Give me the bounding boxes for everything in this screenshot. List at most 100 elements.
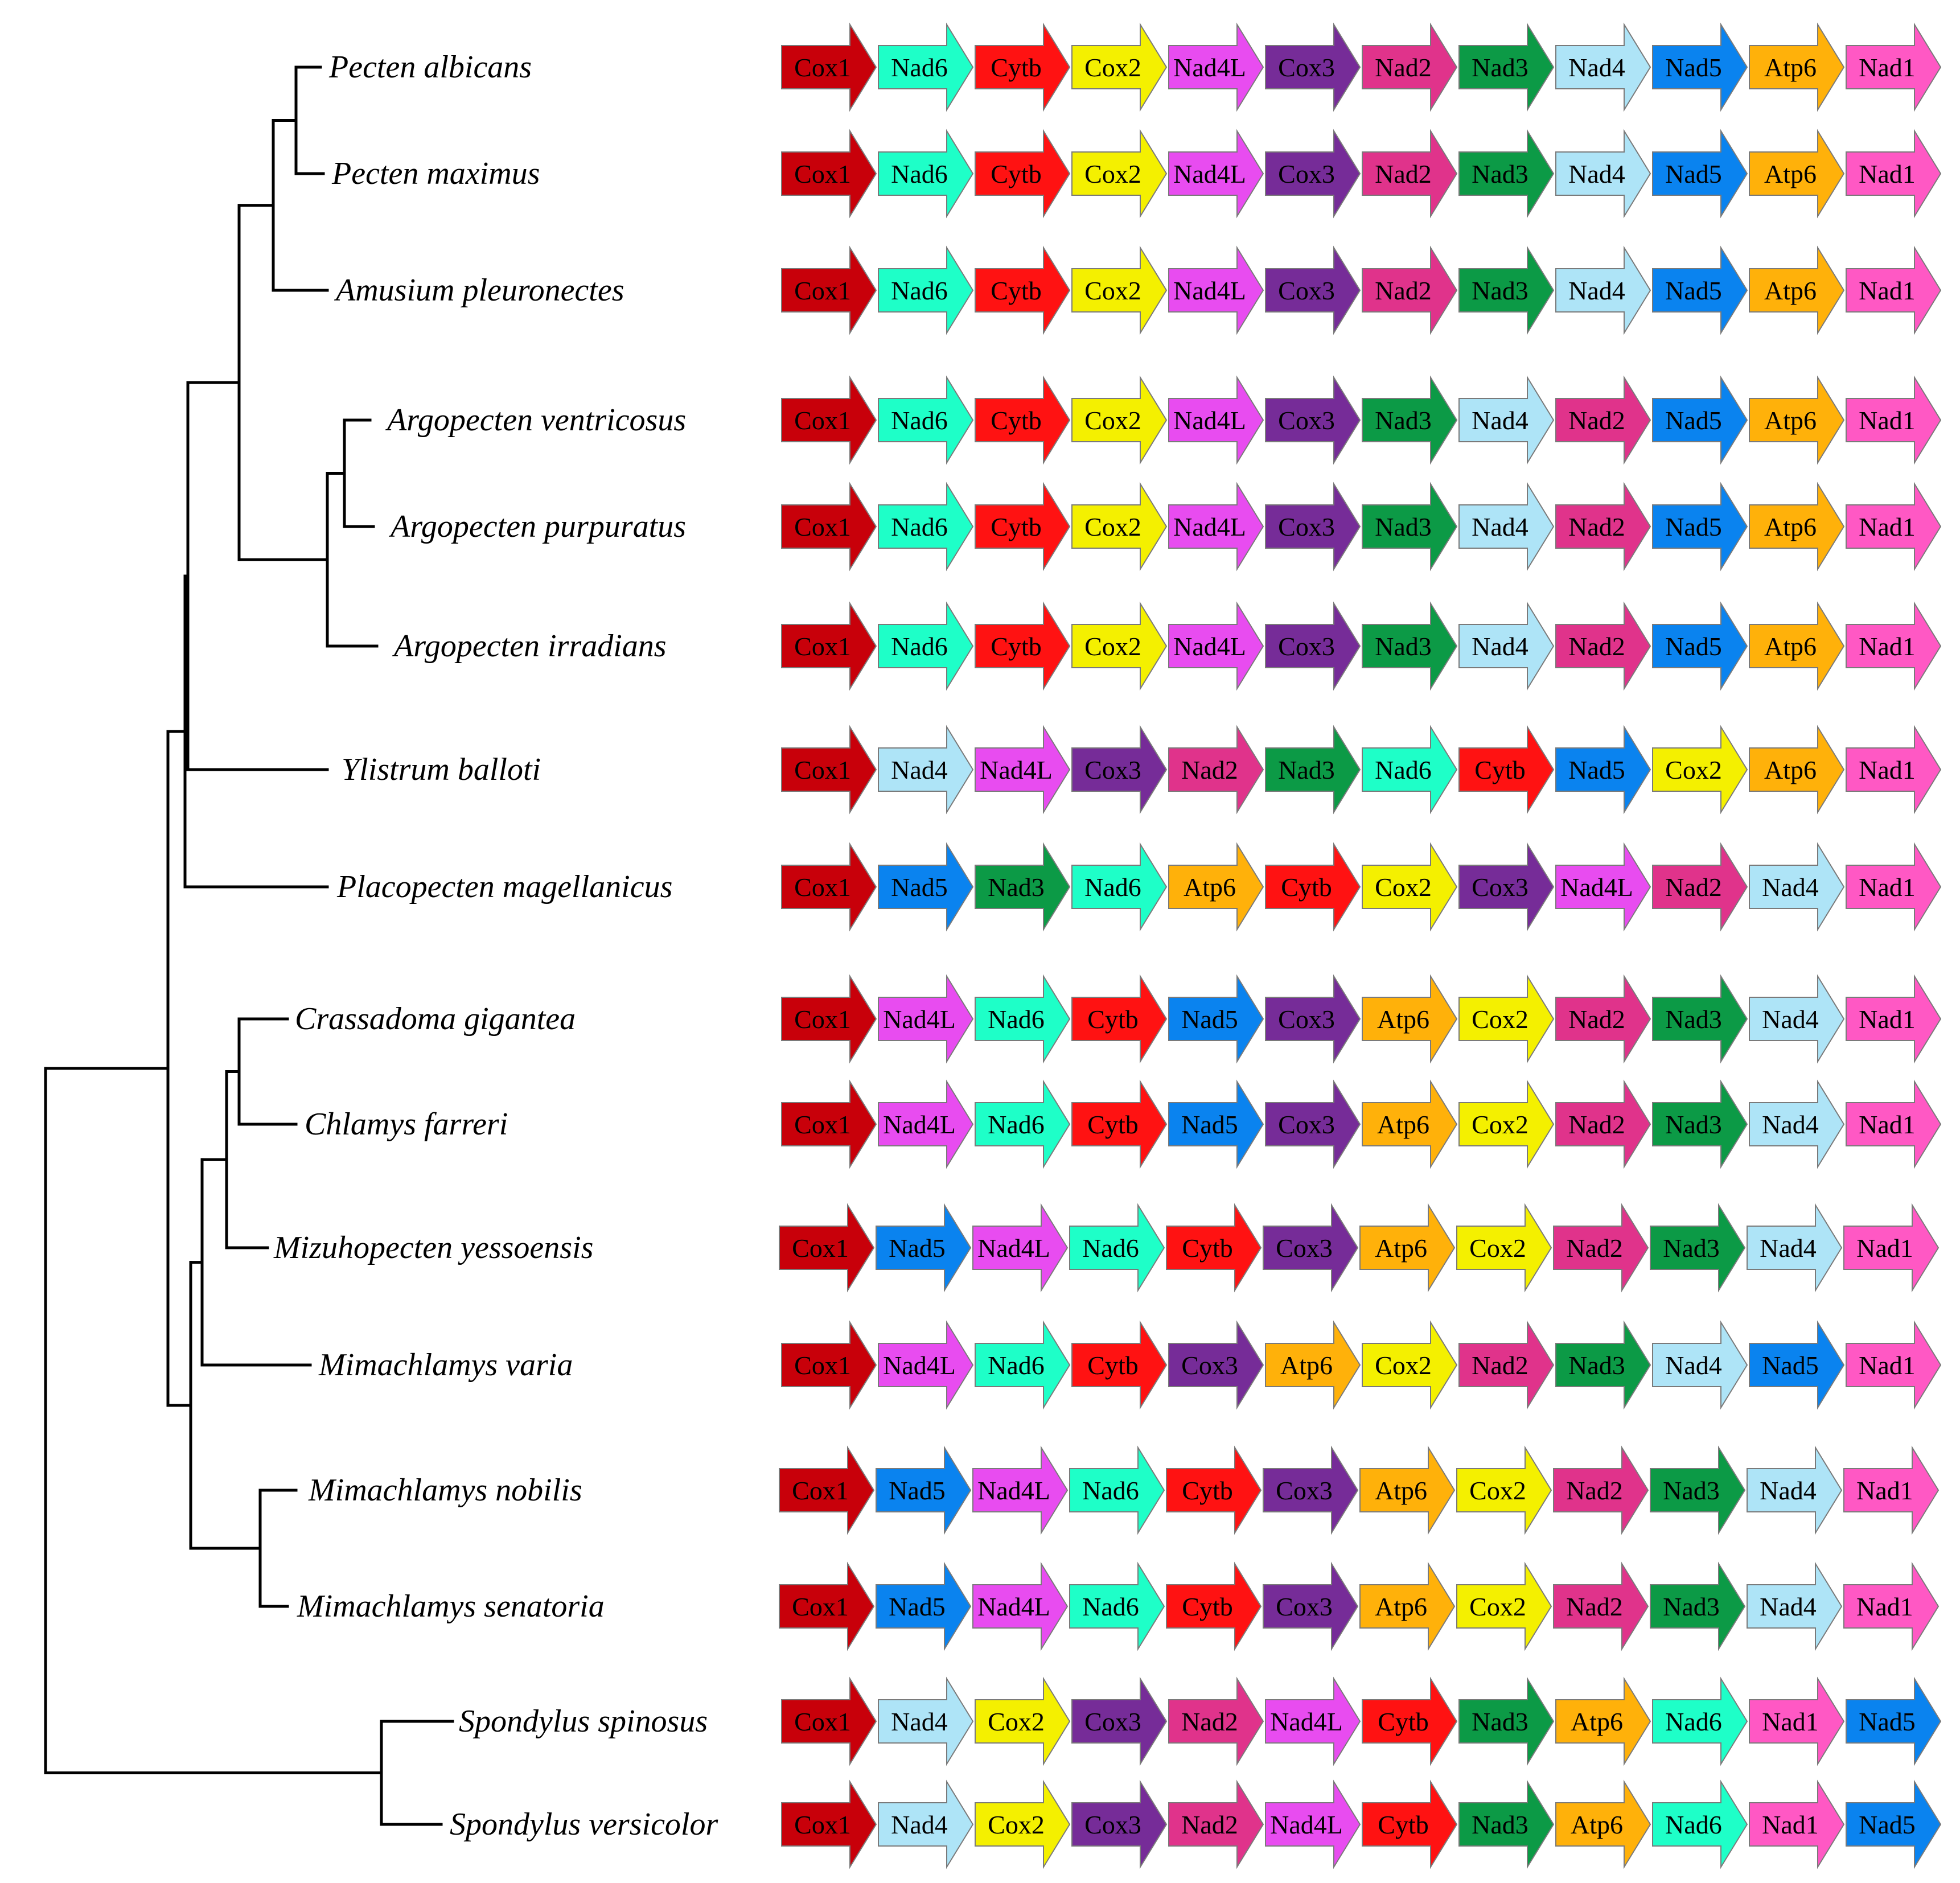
gene-label: Nad6: [891, 159, 948, 188]
gene-arrow-nad6: Nad6: [975, 974, 1071, 1064]
gene-arrow-shape: [1749, 1320, 1845, 1410]
gene-arrow-shape: [1749, 725, 1845, 815]
gene-arrow-cox3: Cox3: [1458, 842, 1555, 932]
gene-arrow-shape: [1749, 601, 1845, 691]
gene-arrow-shape: [876, 1561, 972, 1651]
gene-arrow-shape: [1359, 1203, 1456, 1293]
gene-arrow-nad1: Nad1: [1749, 1676, 1845, 1766]
gene-arrow-shape: [1458, 1079, 1555, 1169]
gene-order-row: Cox1 Nad6 Cytb Cox2 Nad4L Cox3 Nad2 Nad3 Nad4 Nad…: [781, 245, 1942, 335]
gene-label: Cox1: [794, 276, 851, 305]
gene-arrow-nad6: Nad6: [878, 22, 974, 112]
gene-label: Cox2: [988, 1810, 1045, 1839]
gene-label: Nad3: [1472, 1810, 1528, 1839]
gene-arrow-shape: [1168, 1320, 1264, 1410]
gene-arrow-nad5: Nad5: [1652, 22, 1748, 112]
gene-label: Cox2: [1469, 1476, 1526, 1505]
gene-label: Cox2: [988, 1707, 1045, 1736]
gene-arrow-cytb: Cytb: [1362, 1676, 1458, 1766]
gene-arrow-nad4: Nad4: [1458, 375, 1555, 465]
gene-arrow-nad4: Nad4: [878, 725, 974, 815]
gene-arrow-shape: [1652, 974, 1748, 1064]
gene-arrow-shape: [1168, 601, 1264, 691]
gene-arrow-shape: [878, 1320, 974, 1410]
gene-arrow-nad4: Nad4: [1749, 974, 1845, 1064]
gene-arrow-nad6: Nad6: [1069, 1445, 1165, 1535]
gene-arrow-shape: [1555, 1676, 1651, 1766]
gene-arrow-nad4: Nad4: [1749, 1079, 1845, 1169]
gene-label: Cox2: [1084, 53, 1141, 82]
gene-label: Cox2: [1084, 632, 1141, 661]
gene-arrow-cox1: Cox1: [781, 974, 877, 1064]
gene-arrow-shape: [1263, 1445, 1359, 1535]
gene-arrow-shape: [1362, 1079, 1458, 1169]
gene-label: Nad1: [1859, 873, 1916, 902]
gene-arrow-shape: [1749, 22, 1845, 112]
gene-arrow-shape: [1168, 725, 1264, 815]
gene-label: Nad6: [1665, 1810, 1722, 1839]
gene-arrow-cox3: Cox3: [1263, 1561, 1359, 1651]
gene-label: Nad1: [1859, 276, 1916, 305]
gene-arrow-cox2: Cox2: [1458, 974, 1555, 1064]
gene-label: Cox1: [794, 1110, 851, 1139]
gene-label: Nad5: [1665, 276, 1722, 305]
gene-label: Nad5: [889, 1234, 946, 1263]
gene-arrow-cox2: Cox2: [1456, 1445, 1552, 1535]
gene-arrow-nad4l: Nad4L: [1168, 22, 1264, 112]
gene-arrow-shape: [878, 245, 974, 335]
gene-arrow-shape: [1555, 375, 1651, 465]
gene-order-row: Cox1 Nad6 Cytb Cox2 Nad4L Cox3 Nad3 Nad4 Nad2 Nad…: [781, 375, 1942, 465]
gene-label: Nad4: [1760, 1476, 1817, 1505]
gene-order-row: Cox1 Nad5 Nad3 Nad6 Atp6 Cytb Cox2 Cox3 Nad4L Nad…: [781, 842, 1942, 932]
gene-label: Cox3: [1278, 632, 1335, 661]
gene-arrow-shape: [975, 1676, 1071, 1766]
gene-arrow-atp6: Atp6: [1749, 245, 1845, 335]
gene-arrow-nad3: Nad3: [1458, 1779, 1555, 1869]
gene-arrow-shape: [1553, 1203, 1649, 1293]
gene-label: Nad5: [1568, 755, 1625, 784]
gene-arrow-shape: [1458, 129, 1555, 219]
gene-label: Nad2: [1181, 1810, 1238, 1839]
gene-order-row: Cox1 Nad5 Nad4L Nad6 Cytb Cox3 Atp6 Cox2 Nad2 Nad…: [779, 1445, 1940, 1535]
gene-arrow-shape: [975, 601, 1071, 691]
gene-arrow-atp6: Atp6: [1555, 1676, 1651, 1766]
gene-arrow-nad1: Nad1: [1846, 375, 1942, 465]
gene-arrow-nad5: Nad5: [1652, 129, 1748, 219]
gene-arrow-shape: [1069, 1561, 1165, 1651]
gene-arrow-nad4l: Nad4L: [878, 1320, 974, 1410]
gene-arrow-shape: [975, 482, 1071, 572]
gene-label: Nad4L: [1173, 406, 1246, 435]
gene-arrow-shape: [781, 22, 877, 112]
gene-arrow-nad1: Nad1: [1843, 1203, 1940, 1293]
gene-arrow-nad1: Nad1: [1843, 1445, 1940, 1535]
gene-label: Cox2: [1084, 276, 1141, 305]
gene-arrow-shape: [779, 1445, 875, 1535]
gene-arrow-nad3: Nad3: [1650, 1561, 1746, 1651]
gene-arrow-shape: [1265, 974, 1361, 1064]
gene-label: Nad1: [1859, 53, 1916, 82]
gene-label: Atp6: [1764, 53, 1817, 82]
gene-label: Cox3: [1278, 512, 1335, 541]
species-label: Crassadoma gigantea: [295, 1001, 576, 1037]
gene-arrow-shape: [1846, 725, 1942, 815]
gene-label: Cox1: [794, 406, 851, 435]
gene-label: Nad3: [1663, 1476, 1720, 1505]
gene-label: Cox3: [1278, 1005, 1335, 1034]
gene-arrow-shape: [975, 245, 1071, 335]
gene-arrow-cox2: Cox2: [975, 1779, 1071, 1869]
gene-arrow-cox1: Cox1: [779, 1203, 875, 1293]
gene-arrow-shape: [781, 482, 877, 572]
gene-label: Nad4L: [977, 1234, 1050, 1263]
gene-order-row: Cox1 Nad4L Nad6 Cytb Nad5 Cox3 Atp6 Cox2 Nad2 Nad…: [781, 974, 1942, 1064]
gene-arrow-shape: [1458, 482, 1555, 572]
gene-order-row: Cox1 Nad6 Cytb Cox2 Nad4L Cox3 Nad3 Nad4 Nad2 Nad…: [781, 482, 1942, 572]
gene-arrow-nad5: Nad5: [876, 1445, 972, 1535]
gene-arrow-nad5: Nad5: [876, 1203, 972, 1293]
gene-label: Nad4L: [977, 1592, 1050, 1621]
gene-arrow-shape: [1747, 1203, 1843, 1293]
gene-label: Nad5: [1859, 1810, 1916, 1839]
gene-arrow-shape: [1168, 482, 1264, 572]
gene-label: Atp6: [1764, 632, 1817, 661]
gene-label: Nad4: [1472, 406, 1528, 435]
gene-arrow-nad4: Nad4: [1747, 1561, 1843, 1651]
